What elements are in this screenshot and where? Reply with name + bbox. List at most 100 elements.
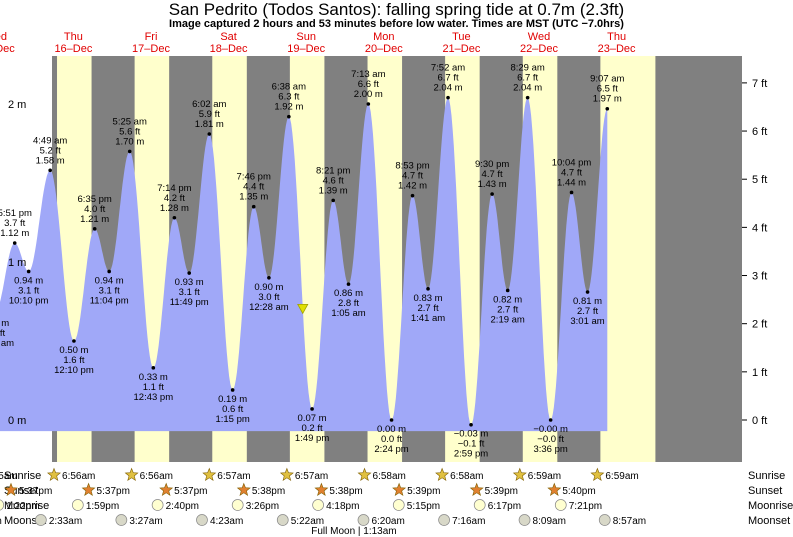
low-tide-height-ft: 0.2 ft — [302, 423, 323, 434]
left-axis-tick-label: 2 m — [8, 99, 26, 111]
day-weekday-label: Mon — [373, 31, 394, 43]
high-tide-height-ft: 4.7 ft — [561, 167, 582, 178]
moonset-time: 3:27am — [129, 516, 162, 527]
sunrise-time: 6:58am — [450, 471, 483, 482]
sunrise-time: 6:55am — [0, 471, 18, 482]
left-axis-tick-label: 1 m — [8, 257, 26, 269]
tide-extreme-point — [569, 190, 574, 195]
low-tide-time: 1:41 am — [411, 313, 445, 324]
low-tide-height-ft: 0.6 ft — [222, 404, 243, 415]
day-weekday-label: Sat — [220, 31, 237, 43]
sunset-icon — [314, 482, 329, 496]
sunset-time: 5:38pm — [252, 486, 285, 497]
high-tide-time: 7:52 am — [431, 63, 465, 74]
low-tide-time: 1:05 am — [331, 308, 365, 319]
tide-extreme-point — [172, 215, 177, 220]
low-tide-height-m: 0.00 m — [377, 424, 406, 435]
tide-extreme-point — [605, 106, 610, 111]
high-tide-height-m: 1.43 m — [478, 179, 507, 190]
day-date-label: 22–Dec — [520, 43, 558, 55]
tide-extreme-point — [12, 241, 17, 245]
astro-row-label-right: Sunset — [748, 485, 782, 497]
sunrise-icon — [357, 467, 372, 481]
moonset-icon — [438, 514, 450, 526]
day-weekday-label: Fri — [145, 31, 158, 43]
low-tide-height-ft: 1.6 ft — [63, 355, 84, 366]
low-tide-height-ft: 0.0 ft — [381, 434, 402, 445]
low-tide-height-ft: 2.7 ft — [497, 304, 518, 315]
left-axis-tick-label: 0 m — [8, 415, 26, 427]
high-tide-height-ft: 5.2 ft — [40, 145, 61, 156]
moonrise-time: 5:15pm — [407, 501, 440, 512]
tide-extreme-point — [346, 282, 351, 286]
low-tide-height-ft: −0.0 ft — [537, 434, 564, 445]
high-tide-height-m: 1.42 m — [398, 181, 427, 192]
sunrise-icon — [512, 467, 527, 481]
moonrise-icon — [71, 499, 84, 511]
moonrise-icon — [554, 499, 567, 511]
low-tide-time: 12:10 pm — [54, 365, 94, 376]
tide-extreme-point — [26, 269, 31, 274]
low-tide-height-ft: 2.7 ft — [417, 303, 438, 314]
low-tide-time: 11:04 pm — [90, 295, 129, 306]
moonrise-icon — [231, 499, 244, 511]
low-tide-height-ft: 3.1 ft — [179, 287, 200, 298]
high-tide-time: 4:49 am — [33, 135, 67, 146]
sunrise-icon — [202, 467, 217, 481]
moonrise-time: 2:40pm — [166, 501, 199, 512]
right-axis-tick-label: 2 ft — [752, 319, 767, 331]
sunset-time: 5:39pm — [485, 486, 518, 497]
sunrise-time: 6:57am — [295, 471, 328, 482]
moonset-icon — [598, 514, 611, 526]
day-weekday-label: Sun — [296, 31, 316, 43]
low-tide-height-m: 0.19 m — [218, 394, 247, 405]
day-date-label: 16–Dec — [54, 43, 92, 55]
right-axis-tick-label: 3 ft — [752, 271, 767, 283]
moonset-time: 8:57am — [613, 516, 646, 527]
tide-extreme-point — [310, 407, 314, 411]
low-tide-height-m: 0.50 m — [59, 345, 88, 356]
high-tide-time: 5:25 am — [113, 116, 147, 127]
tide-extreme-point — [490, 192, 494, 196]
tide-extreme-point — [187, 271, 192, 275]
tide-extreme-point — [389, 418, 394, 422]
astro-row-label-left: Sunrise — [4, 470, 41, 482]
moonrise-icon — [312, 499, 324, 511]
low-tide-height-ft: 3.0 ft — [258, 292, 279, 303]
high-tide-height-ft: 4.0 ft — [84, 204, 105, 215]
high-tide-height-ft: 6.6 ft — [358, 79, 379, 90]
low-tide-height-m: 0.90 m — [254, 282, 283, 293]
moonset-time: 6:20am — [371, 516, 404, 527]
sunset-icon — [547, 482, 562, 496]
moonrise-time: 1:59pm — [86, 501, 119, 512]
day-weekday-label: Wed — [528, 31, 550, 43]
high-tide-height-m: 2.00 m — [354, 89, 383, 100]
high-tide-time: 5:51 pm — [0, 208, 32, 219]
tide-extreme-point — [92, 227, 97, 231]
day-date-label: 21–Dec — [442, 43, 480, 55]
low-tide-time: 12:28 am — [249, 302, 289, 313]
low-tide-height-m: 0.86 m — [334, 288, 363, 299]
sunrise-icon — [590, 467, 605, 481]
high-tide-time: 7:14 pm — [157, 183, 191, 194]
high-tide-height-m: 1.81 m — [195, 119, 224, 130]
high-tide-height-ft: 4.2 ft — [164, 193, 185, 204]
high-tide-height-m: 2.04 m — [434, 83, 463, 94]
astro-row-label-left: Moonrise — [4, 500, 49, 512]
high-tide-height-m: 1.44 m — [557, 177, 586, 188]
tide-extreme-point — [48, 168, 52, 173]
low-tide-time: 2:59 pm — [454, 449, 488, 460]
moonset-icon — [115, 514, 128, 526]
day-weekday-label: Thu — [64, 31, 83, 43]
sunset-time: 5:38pm — [329, 486, 362, 497]
moonrise-icon — [392, 499, 405, 511]
sunset-time: 5:37pm — [97, 486, 130, 497]
sunrise-time: 6:59am — [528, 471, 561, 482]
sunrise-icon — [279, 467, 294, 481]
low-tide-height-ft: 2.2 ft — [0, 328, 6, 339]
low-tide-time: 1:15 pm — [215, 414, 249, 425]
high-tide-height-m: 1.12 m — [0, 228, 29, 239]
low-tide-height-m: −0.03 m — [454, 429, 489, 440]
